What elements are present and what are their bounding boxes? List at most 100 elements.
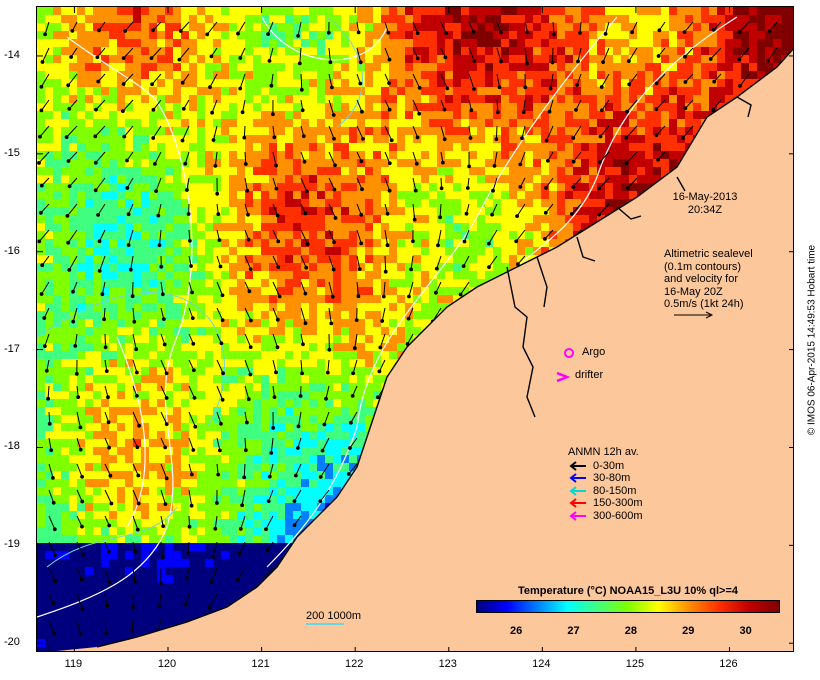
sst-cell — [389, 343, 397, 351]
sst-cell — [533, 55, 541, 63]
sst-cell — [341, 103, 349, 111]
sst-cell — [357, 311, 365, 319]
sst-cell — [45, 175, 53, 183]
sst-cell — [533, 215, 541, 223]
sst-cell — [429, 79, 437, 87]
sst-cell — [469, 263, 477, 271]
sst-cell — [117, 319, 125, 327]
sst-cell — [285, 415, 293, 423]
sst-cell — [365, 95, 373, 103]
sst-cell — [373, 207, 381, 215]
sst-cell — [357, 359, 365, 367]
sst-cell — [197, 79, 205, 87]
sst-cell — [541, 47, 549, 55]
sst-cell — [53, 407, 61, 415]
sst-cell — [309, 399, 317, 407]
sst-cell — [693, 111, 701, 119]
sst-cell — [549, 183, 557, 191]
sst-cell — [333, 399, 341, 407]
sst-cell — [381, 111, 389, 119]
sst-cell — [453, 87, 461, 95]
sst-cell — [549, 7, 557, 15]
sst-cell — [365, 15, 373, 23]
sst-cell — [157, 311, 165, 319]
sst-cell — [237, 351, 245, 359]
sst-cell — [365, 79, 373, 87]
sst-cell — [453, 103, 461, 111]
sst-cell — [461, 63, 469, 71]
sst-cell — [53, 183, 61, 191]
sst-cell — [485, 247, 493, 255]
sst-cell — [405, 55, 413, 63]
sst-cell — [181, 95, 189, 103]
sst-cell — [357, 415, 365, 423]
sst-cell — [285, 327, 293, 335]
sst-cell — [85, 239, 93, 247]
sst-cell — [125, 191, 133, 199]
sst-cell — [541, 231, 549, 239]
sst-cell — [189, 103, 197, 111]
sst-cell — [525, 15, 533, 23]
sst-cell — [757, 55, 765, 63]
sst-cell — [53, 415, 61, 423]
sst-cell — [461, 135, 469, 143]
sst-cell — [197, 23, 205, 31]
sst-cell — [389, 199, 397, 207]
sst-cell — [37, 367, 45, 375]
sst-cell — [77, 407, 85, 415]
sst-cell — [109, 87, 117, 95]
sst-cell — [589, 31, 597, 39]
sst-cell — [477, 87, 485, 95]
sst-cell — [637, 55, 645, 63]
sst-cell — [245, 151, 253, 159]
sst-cell — [149, 271, 157, 279]
sst-cell — [365, 279, 373, 287]
sst-cell — [53, 263, 61, 271]
sst-cell — [309, 391, 317, 399]
sst-cell — [285, 135, 293, 143]
sst-cell — [237, 23, 245, 31]
sst-cell — [117, 127, 125, 135]
sst-cell — [117, 215, 125, 223]
sst-cell — [325, 159, 333, 167]
sst-cell — [277, 343, 285, 351]
sst-cell — [373, 391, 381, 399]
sst-cell — [589, 135, 597, 143]
sst-cell — [581, 47, 589, 55]
sst-cell — [725, 31, 733, 39]
sst-cell — [341, 39, 349, 47]
sst-cell — [661, 79, 669, 87]
sst-cell — [69, 119, 77, 127]
sst-cell — [61, 271, 69, 279]
sst-cell — [613, 71, 621, 79]
sst-cell — [317, 383, 325, 391]
sst-cell — [605, 151, 613, 159]
sst-cell — [101, 55, 109, 63]
sst-cell — [213, 15, 221, 23]
sst-cell — [501, 79, 509, 87]
sst-cell — [293, 215, 301, 223]
sst-cell — [77, 151, 85, 159]
sst-cell — [53, 151, 61, 159]
sst-cell — [725, 15, 733, 23]
sst-cell — [205, 255, 213, 263]
sst-cell — [53, 391, 61, 399]
sst-cell — [461, 271, 469, 279]
sst-cell — [309, 327, 317, 335]
sst-cell — [453, 167, 461, 175]
sst-cell — [85, 135, 93, 143]
sst-cell — [117, 87, 125, 95]
sst-map[interactable] — [36, 6, 794, 652]
sst-cell — [485, 215, 493, 223]
sst-cell — [341, 231, 349, 239]
sst-cell — [157, 23, 165, 31]
sst-cell — [421, 95, 429, 103]
sst-cell — [333, 175, 341, 183]
sst-cell — [493, 39, 501, 47]
sst-cell — [149, 311, 157, 319]
sst-cell — [541, 223, 549, 231]
sst-cell — [389, 279, 397, 287]
sst-cell — [269, 55, 277, 63]
sst-cell — [557, 223, 565, 231]
sst-cell — [117, 263, 125, 271]
